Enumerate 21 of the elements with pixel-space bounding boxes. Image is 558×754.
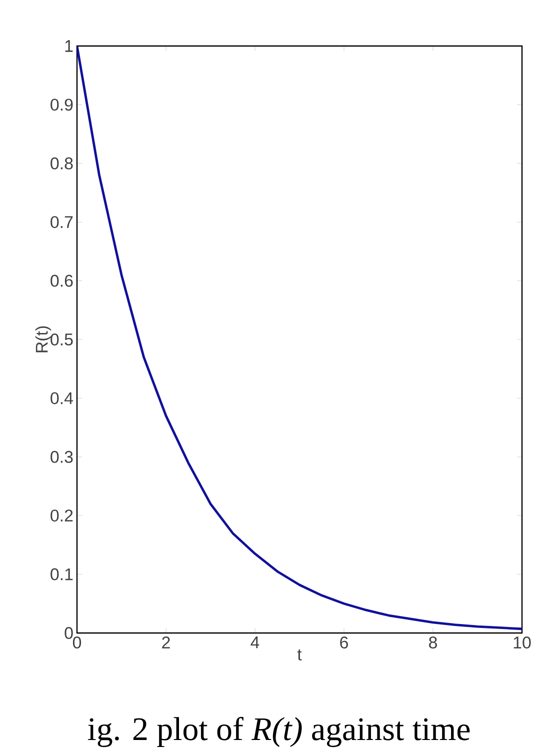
x-tick-label: 4	[250, 636, 260, 648]
x-tick-label: 10	[514, 636, 531, 649]
x-tick-label: 2	[162, 636, 170, 648]
line-series	[77, 46, 522, 630]
y-tick-label: 0.1	[50, 568, 73, 580]
y-tick-label: 0.7	[50, 216, 73, 228]
y-tick-label: 0.4	[50, 392, 73, 404]
x-tick-label: 6	[340, 636, 348, 649]
y-tick-label: 0.3	[50, 450, 73, 463]
y-tick-label: 0.8	[50, 157, 73, 170]
text: ig. 2 plot of R(t) against time	[88, 716, 470, 748]
y-tick-label: 0.9	[50, 98, 73, 111]
x-axis-title: t	[297, 649, 302, 660]
y-tick-label: 0.2	[50, 510, 73, 522]
y-tick-label: 0.5	[50, 333, 73, 346]
x-tick-label: 8	[429, 636, 437, 649]
y-tick-label: 0.6	[50, 274, 73, 287]
y-tick-label: 1	[65, 40, 73, 52]
x-tick-label: 0	[72, 636, 82, 649]
y-tick-label: 0	[64, 626, 73, 639]
y-axis-title: R(t)	[35, 326, 52, 352]
